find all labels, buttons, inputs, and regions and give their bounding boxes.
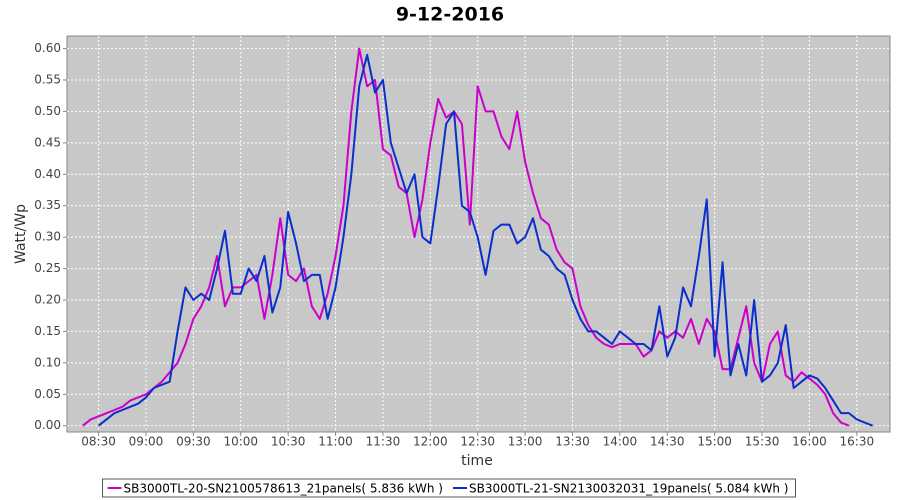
y-tick-label: 0.15 — [34, 324, 61, 338]
x-tick-label: 08:30 — [81, 435, 116, 449]
x-tick-label: 12:30 — [460, 435, 495, 449]
x-tick-label: 10:30 — [271, 435, 306, 449]
legend-label: SB3000TL-20-SN2100578613_21panels( 5.836… — [124, 482, 443, 496]
y-axis-label: Watt/Wp — [13, 204, 29, 264]
data-line — [97, 53, 873, 427]
y-tick-label: 0.00 — [34, 418, 61, 432]
chart-title: 9-12-2016 — [396, 4, 504, 26]
x-tick-label: 13:30 — [555, 435, 590, 449]
x-tick-label: 15:00 — [697, 435, 732, 449]
y-tick-label: 0.35 — [34, 198, 61, 212]
y-tick-label: 0.40 — [34, 167, 61, 181]
y-tick-label: 0.45 — [34, 135, 61, 149]
x-axis-label: time — [461, 453, 493, 469]
legend-label: SB3000TL-21-SN2130032031_19panels( 5.084… — [469, 482, 788, 496]
x-tick-label: 09:00 — [129, 435, 164, 449]
y-tick-label: 0.05 — [34, 387, 61, 401]
legend-box — [102, 478, 796, 498]
y-tick-label: 0.55 — [34, 73, 61, 87]
x-tick-label: 13:00 — [508, 435, 543, 449]
y-tick-label: 0.10 — [34, 355, 61, 369]
y-tick-label: 0.20 — [34, 293, 61, 307]
x-tick-label: 14:00 — [603, 435, 638, 449]
y-tick-label: 0.60 — [34, 41, 61, 55]
x-tick-label: 11:00 — [318, 435, 353, 449]
x-tick-label: 09:30 — [176, 435, 211, 449]
y-tick-label: 0.50 — [34, 104, 61, 118]
x-tick-label: 16:30 — [840, 435, 875, 449]
x-tick-label: 15:30 — [745, 435, 780, 449]
y-tick-label: 0.30 — [34, 230, 61, 244]
y-tick-label: 0.25 — [34, 261, 61, 275]
x-tick-label: 12:00 — [413, 435, 448, 449]
x-tick-label: 16:00 — [792, 435, 827, 449]
data-line — [82, 47, 850, 427]
x-tick-label: 11:30 — [366, 435, 401, 449]
plot-area — [66, 35, 891, 433]
x-tick-label: 14:30 — [650, 435, 685, 449]
x-tick-label: 10:00 — [223, 435, 258, 449]
